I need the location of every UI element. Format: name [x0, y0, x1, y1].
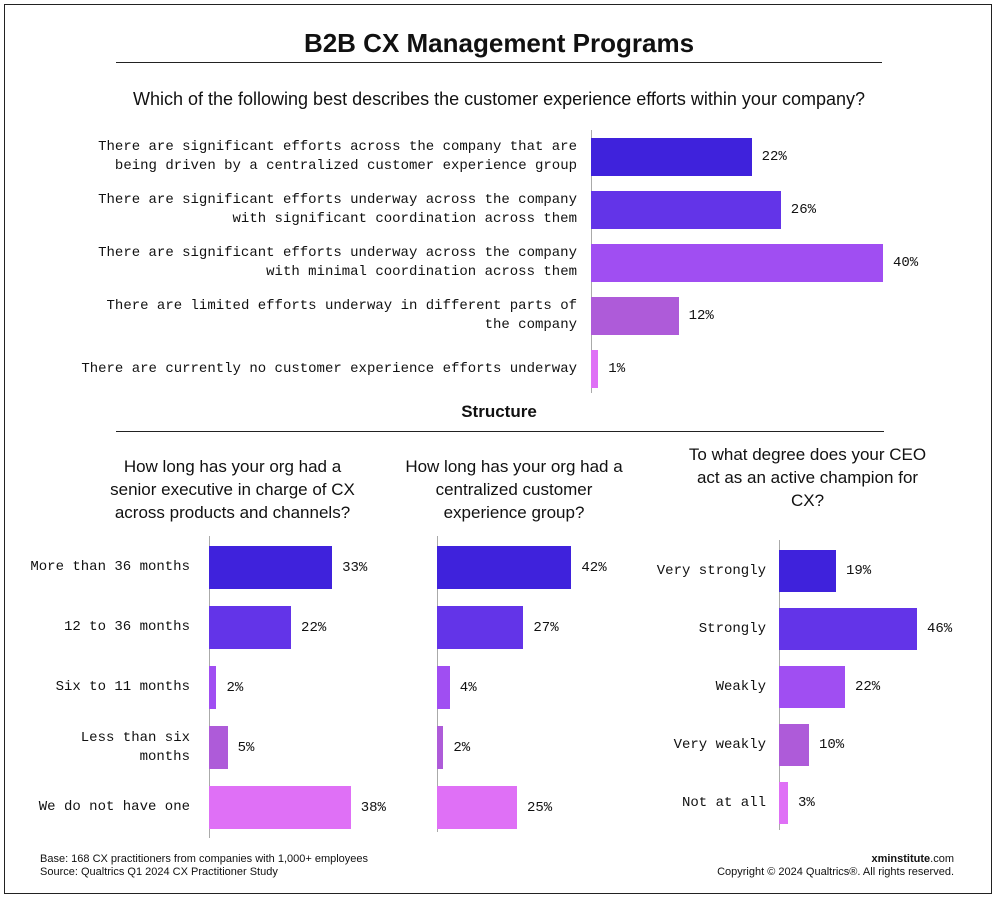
value-label: 10%: [819, 737, 845, 753]
value-label: 22%: [855, 679, 881, 695]
category-label: There are currently no customer experien…: [81, 360, 577, 377]
bar: [437, 786, 517, 829]
category-label: More than 36 months: [30, 559, 190, 575]
value-label: 46%: [927, 621, 953, 637]
value-label: 22%: [301, 619, 327, 636]
bar: [779, 666, 845, 708]
category-label: Six to 11 months: [55, 679, 190, 695]
bar: [209, 786, 351, 829]
base-note: Base: 168 CX practitioners from companie…: [40, 853, 369, 865]
category-label: There are significant efforts underway a…: [98, 192, 577, 227]
site-bold: xminstitute: [871, 853, 931, 865]
category-label: There are significant efforts across the…: [98, 139, 577, 174]
value-label: 3%: [798, 795, 815, 811]
bar: [779, 608, 917, 650]
category-label: Very weakly: [673, 736, 766, 753]
value-label: 38%: [360, 799, 386, 816]
category-label: There are significant efforts underway a…: [98, 245, 577, 280]
value-label: 2%: [226, 679, 244, 696]
category-label: Strongly: [698, 620, 766, 637]
category-label: 12 to 36 months: [63, 619, 190, 635]
value-label: 1%: [608, 361, 626, 377]
bar: [779, 782, 788, 824]
value-label: 26%: [790, 202, 817, 218]
category-label: Weakly: [715, 678, 766, 695]
bar: [209, 666, 217, 709]
value-label: 5%: [237, 739, 255, 756]
bar: [591, 244, 883, 282]
bar: [591, 191, 781, 229]
category-label: Very strongly: [656, 562, 766, 579]
site: xminstitute.com: [717, 853, 954, 866]
category-label: We do not have one: [38, 799, 190, 815]
footnote: Base: 168 CX practitioners from companie…: [40, 853, 368, 879]
title-rule: [116, 62, 882, 63]
value-label: 42%: [581, 559, 607, 576]
value-label: 25%: [527, 799, 553, 816]
chart-title: How long has your org had a centralized …: [405, 457, 623, 522]
bar: [779, 550, 836, 592]
chart-title: To what degree does your CEO act as an a…: [688, 445, 927, 510]
value-label: 4%: [459, 679, 477, 696]
category-label: Less than six months: [80, 729, 190, 765]
bar: [209, 606, 292, 649]
page-title: B2B CX Management Programs: [303, 28, 695, 58]
bar: [779, 724, 809, 766]
bar: [437, 606, 524, 649]
value-label: 27%: [533, 619, 559, 636]
bar: [209, 726, 228, 769]
value-label: 19%: [846, 563, 872, 579]
site-rest: .com: [930, 853, 954, 865]
value-label: 12%: [688, 308, 714, 324]
value-label: 2%: [453, 739, 471, 756]
value-label: 22%: [761, 149, 787, 165]
credits: xminstitute.com Copyright © 2024 Qualtri…: [717, 853, 954, 879]
bar: [591, 350, 599, 388]
section-title: Structure: [461, 402, 537, 421]
bar: [437, 726, 444, 769]
value-label: 33%: [342, 559, 368, 576]
value-label: 40%: [893, 255, 919, 271]
copyright: Copyright © 2024 Qualtrics®. All rights …: [717, 866, 954, 878]
bar: [209, 546, 333, 589]
chart-title: How long has your org had a senior execu…: [110, 457, 355, 522]
bar: [591, 297, 679, 335]
bar: [437, 666, 450, 709]
section-rule: [116, 431, 884, 432]
chart-title: Which of the following best describes th…: [132, 89, 866, 109]
source-note: Source: Qualtrics Q1 2024 CX Practitione…: [40, 866, 278, 878]
bar: [437, 546, 572, 589]
category-label: Not at all: [681, 794, 766, 811]
frame: [4, 4, 992, 894]
category-label: There are limited efforts underway in di…: [106, 298, 577, 333]
bar: [591, 138, 752, 176]
